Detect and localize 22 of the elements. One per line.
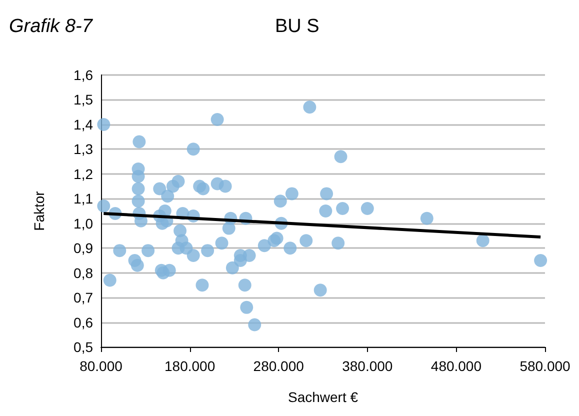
y-tick-label: 1,6 [74,67,94,83]
x-tick-label: 280.000 [253,358,304,374]
x-tick-label: 480.000 [430,358,482,374]
y-tick-label: 0,5 [74,339,94,355]
y-tick-label: 0,6 [74,314,94,330]
y-tick-label: 0,9 [74,240,94,256]
x-tick-label: 180.000 [164,358,216,374]
y-tick-label: 1,1 [74,190,94,207]
y-tick-label: 1,0 [74,215,94,232]
x-axis-title: Sachwert € [288,389,358,405]
y-tick-label: 0,7 [74,290,94,306]
y-tick-label: 1,3 [74,141,94,158]
x-tick-label: 380.000 [342,358,393,374]
chart-subtitle: Grafik 8-7 [9,16,94,37]
y-tick-label: 1,2 [74,166,94,182]
y-axis-title: Faktor [31,190,47,231]
y-tick-label: 0,8 [74,264,94,281]
x-tick-label: 580.000 [520,358,571,374]
y-tick-label: 1,5 [74,92,94,108]
x-tick-label: 80.000 [80,358,123,374]
chart-title: BU S [275,16,320,37]
y-tick-label: 1,4 [74,116,94,132]
